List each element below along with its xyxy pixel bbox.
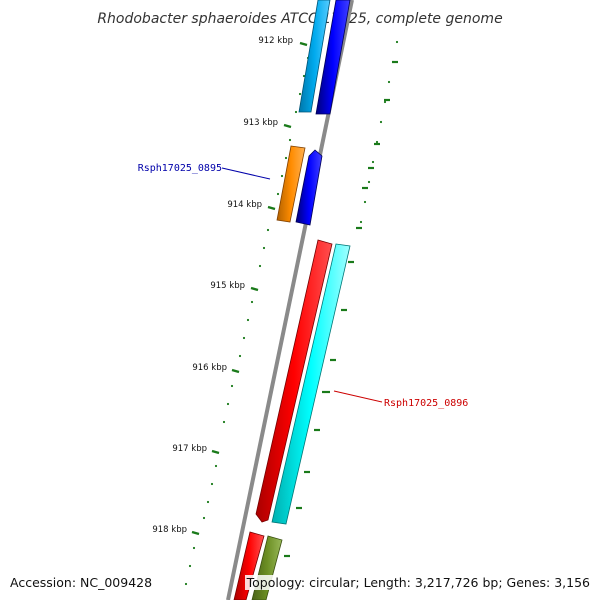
gene-feature-orange[interactable] — [276, 145, 306, 223]
leader-line-0895 — [221, 167, 271, 180]
gene-label-rsph17025-0896[interactable]: Rsph17025_0896 — [384, 398, 468, 409]
position-ticks — [191, 41, 308, 536]
topology-summary: Topology: circular; Length: 3,217,726 bp… — [244, 575, 592, 590]
gene-feature-cyan-long[interactable] — [271, 243, 351, 525]
tick-label-913: 913 kbp — [243, 118, 278, 128]
gene-label-rsph17025-0895[interactable]: Rsph17025_0895 — [138, 163, 222, 174]
inner-dot-ring — [184, 38, 314, 586]
gene-feature-blue[interactable] — [315, 0, 351, 115]
tick-label-915: 915 kbp — [210, 281, 245, 291]
gene-feature-red-bottom[interactable] — [233, 531, 265, 600]
gc-tick-marks — [284, 60, 398, 558]
tick-label-917: 917 kbp — [172, 444, 207, 454]
tick-label-918: 918 kbp — [152, 525, 187, 535]
accession-label: Accession: NC_009428 — [8, 575, 155, 590]
gene-feature-sky[interactable] — [298, 0, 331, 113]
tick-label-916: 916 kbp — [192, 363, 227, 373]
gene-feature-blue-arrow[interactable] — [295, 149, 323, 226]
leader-line-0896 — [333, 390, 383, 403]
tick-label-912: 912 kbp — [258, 36, 293, 46]
outer-dot-ring — [359, 40, 399, 224]
tick-label-914: 914 kbp — [227, 200, 262, 210]
gene-feature-red-long[interactable] — [255, 239, 333, 523]
map-title: Rhodobacter sphaeroides ATCC 17025, comp… — [97, 11, 502, 27]
